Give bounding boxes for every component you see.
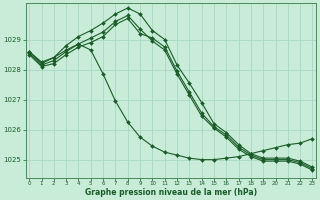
X-axis label: Graphe pression niveau de la mer (hPa): Graphe pression niveau de la mer (hPa) [85,188,257,197]
